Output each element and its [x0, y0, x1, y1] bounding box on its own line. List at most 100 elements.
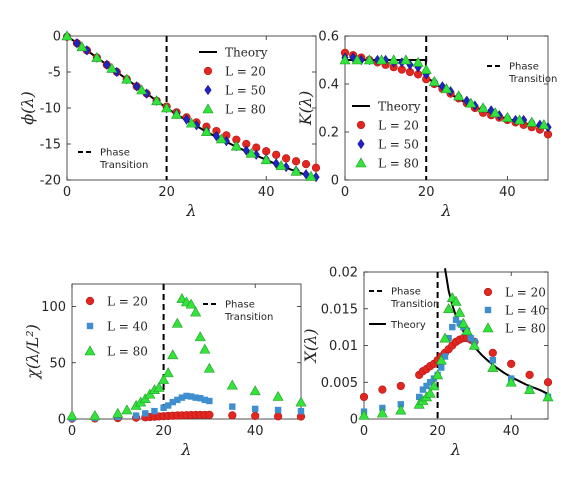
data-point	[272, 158, 280, 169]
legend-label: Transition	[390, 299, 439, 310]
legend-marker	[202, 103, 214, 114]
data-point	[182, 114, 191, 125]
data-point	[376, 54, 388, 65]
y-axis-label: ϕ(λ)	[18, 91, 37, 125]
x-tick-label: 0	[63, 185, 71, 200]
y-tick-label: 0	[350, 413, 358, 428]
data-point	[452, 316, 460, 323]
y-axis-label: X(λ)	[301, 328, 320, 364]
x-axis-label: λ	[180, 440, 191, 459]
data-point	[282, 154, 291, 163]
data-point	[439, 332, 451, 343]
data-point	[91, 51, 103, 62]
data-point	[171, 317, 183, 328]
data-point	[275, 159, 287, 170]
legend-marker	[204, 84, 212, 96]
legend-marker	[484, 306, 492, 314]
y-axis-label: K(λ)	[296, 91, 315, 127]
data-point	[438, 364, 445, 371]
y-tick-label: 0.2	[318, 126, 339, 141]
data-point	[174, 396, 181, 404]
legend: Theory L = 20 L = 50 L = 80	[199, 46, 268, 117]
x-tick-label: 40	[247, 424, 264, 439]
series-l=80	[66, 293, 307, 420]
y-tick-label: 0.02	[329, 266, 358, 281]
y-tick-label: 0	[58, 413, 66, 428]
legend-label: Phase	[391, 287, 421, 298]
data-point	[428, 75, 440, 86]
data-point	[199, 343, 211, 354]
data-point	[194, 331, 206, 342]
data-point	[151, 407, 158, 415]
legend-label: L = 50	[378, 138, 419, 152]
data-point	[305, 170, 317, 181]
data-point	[440, 83, 453, 94]
y-tick-label: 0.4	[318, 78, 339, 93]
data-point	[290, 165, 302, 176]
panel-d: 0 20 40 0 0.005 0.01 0.015 0.02 λ X(λ) L = 20 L = 4…	[301, 266, 554, 459]
legend-marker	[85, 296, 95, 306]
data-point	[229, 403, 236, 410]
legend-marker	[355, 157, 367, 168]
series-l=80	[61, 30, 317, 181]
data-point	[252, 405, 259, 413]
data-point	[272, 150, 281, 159]
data-point	[489, 357, 496, 364]
x-tick-label: 0	[341, 185, 349, 200]
data-point	[477, 102, 489, 113]
data-point	[167, 349, 179, 360]
data-point	[228, 411, 237, 420]
data-point	[200, 126, 212, 137]
data-point	[454, 306, 466, 317]
data-point	[311, 163, 321, 172]
legend-marker	[483, 287, 493, 297]
data-point	[242, 145, 250, 156]
data-point	[456, 320, 463, 327]
data-point	[363, 54, 375, 65]
data-point	[487, 361, 499, 372]
data-point	[465, 97, 477, 108]
data-point	[274, 406, 282, 414]
data-point	[419, 386, 427, 393]
legend-marker	[203, 66, 213, 76]
legend-label: L = 80	[225, 103, 266, 117]
legend-marker	[84, 345, 96, 356]
x-tick-label: 0	[360, 424, 368, 439]
x-axis-label: λ	[185, 201, 196, 220]
data-point	[206, 397, 213, 405]
legend-label: Theory	[390, 320, 426, 331]
data-point	[412, 56, 424, 67]
data-point	[169, 398, 176, 406]
data-point	[359, 392, 369, 402]
data-point	[351, 54, 363, 65]
data-point	[416, 393, 423, 401]
data-point	[106, 62, 118, 73]
data-point	[432, 369, 444, 380]
data-point	[226, 379, 238, 390]
legend-label: L = 20	[378, 119, 419, 133]
data-point	[291, 157, 301, 166]
data-point	[61, 30, 73, 41]
series-l=80	[339, 54, 550, 130]
legend-marker	[86, 322, 94, 330]
data-point	[378, 385, 387, 394]
legend-label: Phase	[509, 62, 539, 73]
legend-label: L = 40	[505, 304, 546, 318]
y-tick-label: 100	[41, 300, 66, 315]
data-point	[133, 81, 141, 92]
data-point	[73, 38, 81, 49]
legend-label: Theory	[378, 100, 421, 114]
data-point	[203, 362, 215, 373]
data-point	[230, 140, 242, 151]
data-point	[171, 108, 183, 119]
data-point	[274, 412, 283, 421]
legend-marker	[356, 120, 366, 130]
data-point	[260, 154, 272, 165]
y-tick-label: 0	[53, 30, 61, 45]
data-point	[132, 412, 140, 419]
data-point	[435, 354, 447, 365]
data-point	[400, 54, 412, 65]
data-point	[89, 410, 101, 420]
x-tick-label: 0	[68, 424, 76, 439]
legend-label: L = 50	[225, 84, 266, 98]
